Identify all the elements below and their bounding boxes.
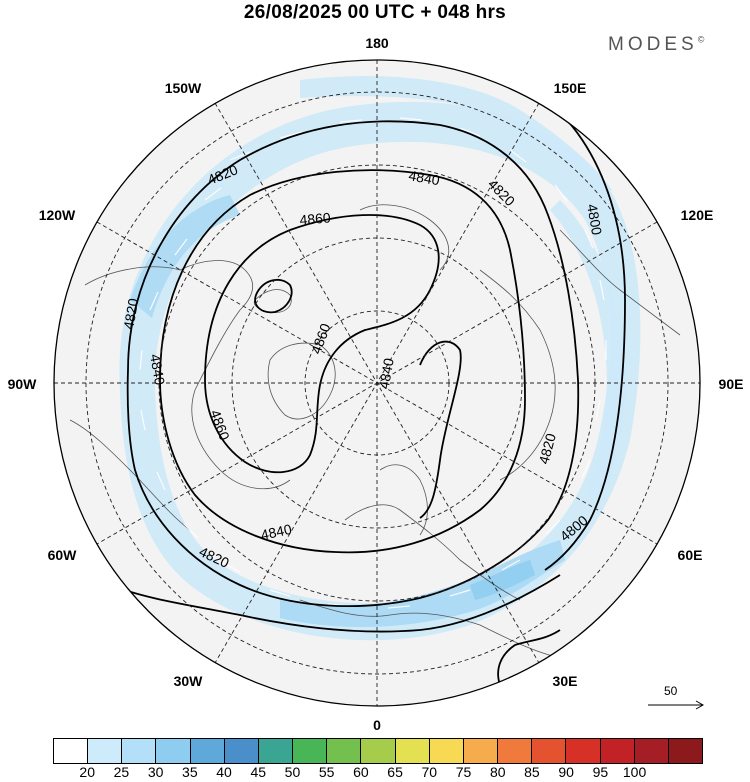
- coast-chukotka: [359, 204, 449, 271]
- colorbar-tick-label: 80: [489, 764, 506, 780]
- longitude-labels: 180 150W 150E 120W 120E 90W 90E 60W 60E …: [8, 35, 744, 733]
- colorbar-swatch: [224, 739, 259, 763]
- colorbar-tick-label: 100: [622, 764, 647, 780]
- colorbar-swatch: [463, 739, 499, 763]
- colorbar-tick-label: 75: [455, 764, 472, 780]
- colorbar-tick-label: 60: [353, 764, 369, 780]
- lon-label-120e: 120E: [681, 207, 714, 223]
- lon-label-180: 180: [365, 35, 389, 51]
- contour-4840-inner: [419, 340, 462, 519]
- jet-shading-east-asia: [550, 200, 626, 500]
- colorbar-swatch: [293, 739, 328, 763]
- colorbar-tick-label: 85: [524, 764, 540, 780]
- jet-shading-europe-core: [470, 560, 535, 600]
- colorbar-tick-label: 55: [318, 764, 335, 780]
- colorbar-tick-label: 35: [182, 764, 198, 780]
- colorbar-swatch: [532, 739, 567, 763]
- colorbar-swatch: [566, 739, 601, 763]
- lon-label-150w: 150W: [165, 80, 202, 96]
- colorbar-tick-label: 25: [113, 764, 130, 780]
- colorbar-tick-label: 30: [147, 764, 164, 780]
- lon-label-90e: 90E: [719, 376, 744, 392]
- colorbar-swatch: [190, 739, 225, 763]
- brand-name: MODES: [608, 34, 698, 55]
- height-contours: [109, 94, 626, 686]
- coast-north-america: [84, 260, 291, 490]
- wind-vectors: [139, 117, 607, 609]
- coast-north-america-east: [69, 419, 191, 531]
- globe: [53, 59, 701, 707]
- colorbar-tick-label: 65: [387, 764, 403, 780]
- colorbar-ticks: 20 25 30 35 40 45 50 55 60 65 70 75 80 85 90 95 100: [53, 764, 703, 782]
- coast-scandinavia: [379, 464, 428, 536]
- coast-siberia: [479, 269, 556, 481]
- lon-label-0: 0: [373, 717, 381, 733]
- lon-label-150e: 150E: [554, 80, 587, 96]
- colorbar: [53, 738, 703, 764]
- graticule: [54, 60, 700, 706]
- colorbar-swatch: [498, 739, 533, 763]
- map-title: 26/08/2025 00 UTC + 048 hrs: [243, 2, 507, 23]
- contour-label: 4840: [147, 353, 168, 387]
- contour-label: 4860: [299, 209, 332, 228]
- coast-mediterranean: [299, 599, 571, 661]
- colorbar-tick-label: 40: [216, 764, 232, 780]
- colorbar-swatch: [122, 739, 157, 763]
- globe-border: [53, 59, 701, 707]
- colorbar-tick-label: 90: [558, 764, 574, 780]
- colorbar-tick-label: 50: [284, 764, 301, 780]
- contour-4820-line: [126, 120, 580, 607]
- colorbar-swatch: [88, 739, 123, 763]
- contour-4860-line: [204, 214, 440, 474]
- colorbar-tick-label: 95: [592, 764, 609, 780]
- lon-label-30e: 30E: [553, 673, 578, 689]
- lon-label-90w: 90W: [8, 376, 38, 392]
- colorbar-swatch: [668, 739, 702, 763]
- colorbar-swatch: [634, 739, 669, 763]
- lon-label-30w: 30W: [174, 673, 204, 689]
- colorbar-swatch: [600, 739, 635, 763]
- copyright-icon: ©: [697, 34, 705, 45]
- contour-label: 4840: [376, 357, 397, 391]
- contour-4800-line-west: [109, 574, 561, 633]
- lon-label-120w: 120W: [39, 207, 76, 223]
- contour-label: 4820: [120, 297, 141, 331]
- brand-logo: MODES©: [608, 34, 704, 56]
- colorbar-swatch: [327, 739, 362, 763]
- lon-label-60w: 60W: [48, 547, 78, 563]
- contour-label: 4800: [584, 203, 605, 237]
- contour-label: 4820: [535, 431, 559, 465]
- colorbar-swatch: [54, 739, 89, 763]
- lon-label-60e: 60E: [678, 547, 703, 563]
- meridian-120e-60w: [96, 221, 658, 545]
- contour-4800-line-se: [497, 629, 561, 686]
- colorbar-swatch: [395, 739, 430, 763]
- colorbar-swatch: [258, 739, 294, 763]
- contour-4860-cutoff: [254, 278, 293, 314]
- contour-label: 4840: [259, 521, 293, 543]
- colorbar-tick-label: 70: [421, 764, 438, 780]
- reference-arrow-icon: [648, 700, 705, 710]
- coast-greenland: [267, 342, 336, 420]
- colorbar-tick-label: 20: [79, 764, 95, 780]
- colorbar-swatch: [361, 739, 396, 763]
- colorbar-swatch: [156, 739, 191, 763]
- reference-vector: 50: [646, 684, 706, 714]
- colorbar-swatch: [429, 739, 464, 763]
- contour-4800-line-east: [539, 94, 626, 571]
- colorbar-tick-label: 45: [250, 764, 267, 780]
- jet-shading-pacific: [300, 75, 612, 196]
- reference-vector-label: 50: [664, 684, 678, 698]
- contour-label: 4840: [407, 167, 441, 188]
